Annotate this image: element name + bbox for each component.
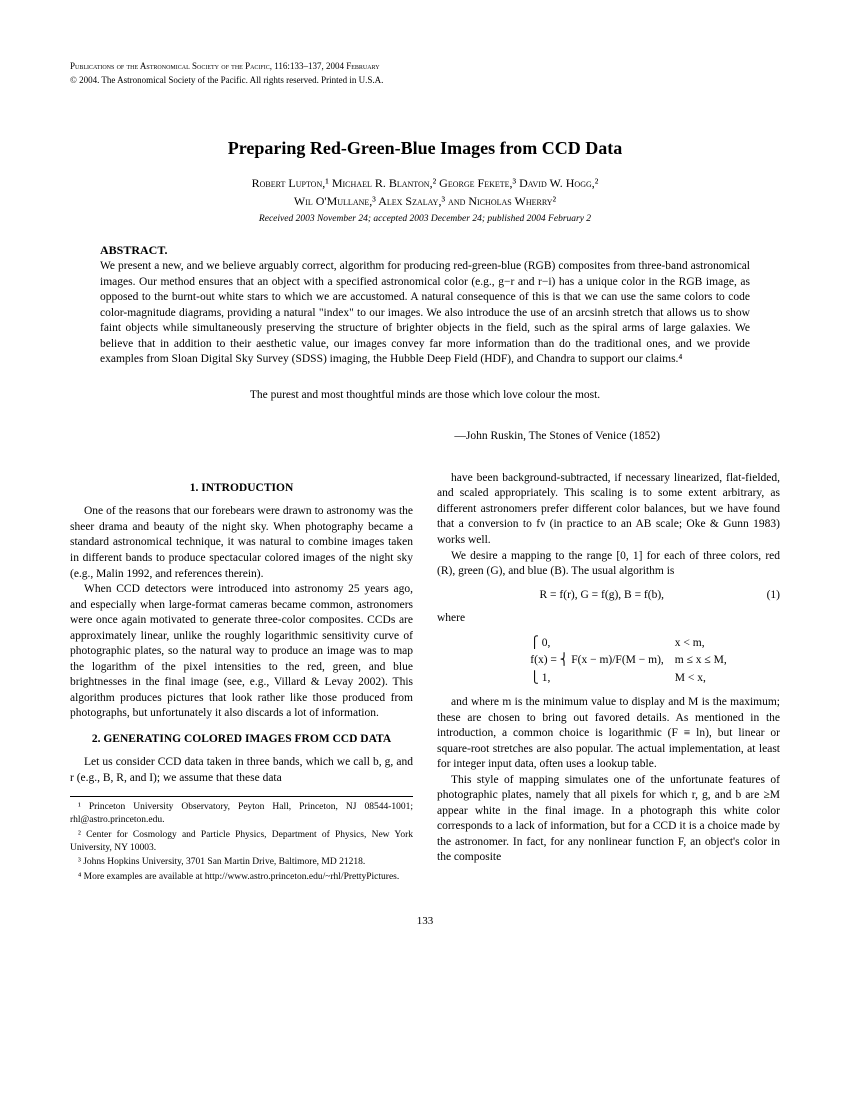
abstract-label: ABSTRACT. (100, 243, 167, 257)
abstract: ABSTRACT. We present a new, and we belie… (100, 242, 750, 368)
s2-para-1: Let us consider CCD data taken in three … (70, 755, 413, 786)
s2-para-4: and where m is the minimum value to disp… (437, 695, 780, 773)
copyright-line: © 2004. The Astronomical Society of the … (70, 74, 780, 86)
footnotes: ¹ Princeton University Observatory, Peyt… (70, 796, 413, 884)
body-columns: 1. INTRODUCTION One of the reasons that … (70, 471, 780, 884)
intro-para-1: One of the reasons that our forebears we… (70, 504, 413, 582)
epigraph-quote: The purest and most thoughtful minds are… (130, 388, 720, 404)
footnote-3: ³ Johns Hopkins University, 3701 San Mar… (70, 856, 413, 869)
section-2-heading: 2. GENERATING COLORED IMAGES FROM CCD DA… (70, 732, 413, 748)
section-1-heading: 1. INTRODUCTION (70, 481, 413, 497)
where-label: where (437, 611, 780, 627)
eq1-number: (1) (767, 588, 780, 604)
equation-1: R = f(r), G = f(g), B = f(b), (1) (437, 588, 780, 604)
authors-line-1: Robert Lupton,¹ Michael R. Blanton,² Geo… (70, 175, 780, 191)
publication-line: Publications of the Astronomical Society… (70, 60, 780, 72)
page-number: 133 (70, 914, 780, 929)
eq1-body: R = f(r), G = f(g), B = f(b), (540, 589, 665, 601)
footnote-1: ¹ Princeton University Observatory, Peyt… (70, 801, 413, 827)
s2-para-3: We desire a mapping to the range [0, 1] … (437, 549, 780, 580)
authors-line-2: Wil O'Mullane,³ Alex Szalay,³ and Nichol… (70, 193, 780, 209)
paper-title: Preparing Red-Green-Blue Images from CCD… (70, 136, 780, 160)
epigraph-attribution: —John Ruskin, The Stones of Venice (1852… (70, 429, 660, 445)
footnote-4: ⁴ More examples are available at http://… (70, 871, 413, 884)
footnote-2: ² Center for Cosmology and Particle Phys… (70, 829, 413, 855)
s2-para-2: have been background-subtracted, if nece… (437, 471, 780, 549)
s2-para-5: This style of mapping simulates one of t… (437, 773, 780, 866)
equation-2: ⎧ 0,x < m, f(x) = ⎨ F(x − m)/F(M − m),m … (437, 635, 780, 688)
received-dates: Received 2003 November 24; accepted 2003… (70, 213, 780, 226)
abstract-text: We present a new, and we believe arguabl… (100, 260, 750, 365)
intro-para-2: When CCD detectors were introduced into … (70, 582, 413, 722)
